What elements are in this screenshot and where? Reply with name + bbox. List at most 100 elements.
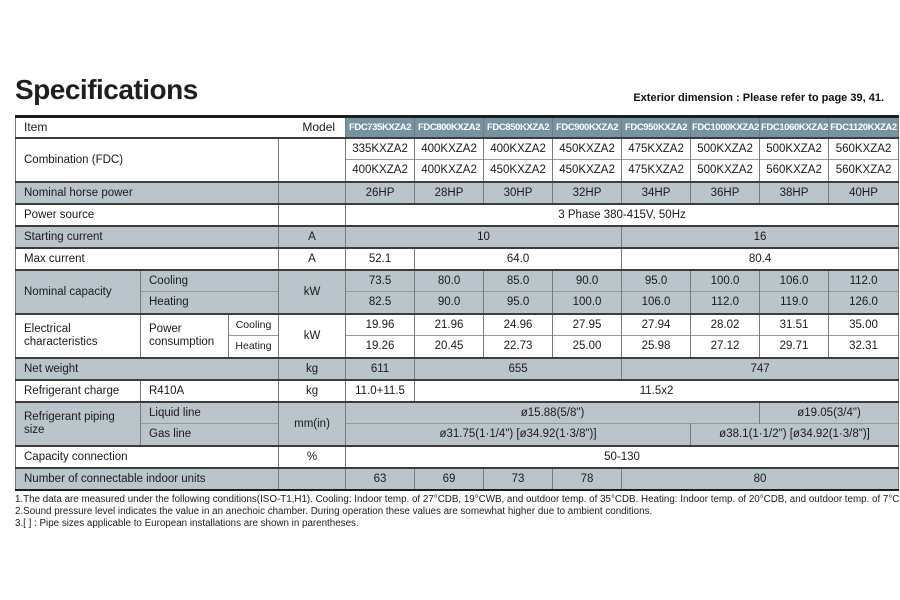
value-cell: 29.71 [759,335,830,358]
model-column-header: FDC850KXZA2 [483,116,554,138]
value-cell: 450KXZA2 [552,136,623,160]
value-cell: 119.0 [759,291,830,314]
unit-cell: kW [277,312,347,358]
value-cell: 450KXZA2 [483,159,554,182]
model-header-label: Model [302,120,336,135]
unit-cell: kg [277,378,347,402]
combination-row-1: Combination (FDC) 335KXZA2 400KXZA2 400K… [15,136,900,182]
row-label-starting-current: Starting current [15,224,279,248]
value-cell: 11.5x2 [414,378,900,402]
value-cell: 475KXZA2 [621,159,692,182]
item-header-label: Item [24,120,48,135]
horse-power-row: Nominal horse power 26HP 28HP 30HP 32HP … [15,180,900,204]
exterior-dimension-note: Exterior dimension : Please refer to pag… [633,92,884,104]
value-cell: 450KXZA2 [552,159,623,182]
max-current-row: Max current A 52.1 64.0 80.4 [15,246,900,270]
unit-cell [277,136,347,182]
piping-gas-row: Gas line ø31.75(1·1/4") [ø34.92(1·3/8")]… [16,423,900,446]
unit-cell [277,466,347,490]
value-cell: 24.96 [483,312,554,336]
sub-sub-label-heating: Heating [228,335,279,358]
value-cell: 20.45 [414,335,485,358]
value-cell: 27.95 [552,312,623,336]
value-cell: 400KXZA2 [483,136,554,160]
sub-label-power-consumption: Power consumption [140,312,229,358]
value-cell: 106.0 [621,291,692,314]
value-cell: 26HP [345,180,416,204]
power-consumption-heating-row: Heating 19.26 20.45 22.73 25.00 25.98 27… [16,335,900,358]
value-cell: 22.73 [483,335,554,358]
value-cell: 73 [483,466,554,490]
value-cell: 100.0 [690,268,761,292]
value-cell: ø38.1(1·1/2") [ø34.92(1·3/8")] [690,423,900,446]
value-cell: 655 [414,356,623,380]
value-cell: 80.0 [414,268,485,292]
title-row: Specifications Exterior dimension : Plea… [15,74,884,106]
starting-current-row: Starting current A 10 16 [15,224,900,248]
value-cell: 69 [414,466,485,490]
capacity-connection-row: Capacity connection % 50-130 [15,444,900,468]
value-cell: 19.26 [345,335,416,358]
value-cell: 100.0 [552,291,623,314]
row-label-combination: Combination (FDC) [15,136,279,182]
sub-label-r410a: R410A [140,378,279,402]
value-cell: 28.02 [690,312,761,336]
row-label-piping-size: Refrigerant piping size [15,400,141,446]
unit-cell: A [277,224,347,248]
value-cell: 611 [345,356,416,380]
value-cell: 40HP [828,180,900,204]
combination-row-2: 400KXZA2 400KXZA2 450KXZA2 450KXZA2 475K… [16,159,900,182]
value-cell: 25.00 [552,335,623,358]
model-column-header: FDC1060KXZA2 [759,116,830,138]
sub-sub-label-cooling: Cooling [228,312,279,336]
model-column-header: FDC950KXZA2 [621,116,692,138]
value-cell: 27.12 [690,335,761,358]
row-label-horse-power: Nominal horse power [15,180,279,204]
value-cell: 400KXZA2 [414,136,485,160]
value-cell: 90.0 [414,291,485,314]
value-cell: 560KXZA2 [828,136,900,160]
unit-cell: A [277,246,347,270]
connectable-units-row: Number of connectable indoor units 63 69… [15,466,900,490]
row-label-connectable-units: Number of connectable indoor units [15,466,279,490]
value-cell: 95.0 [483,291,554,314]
value-cell: 25.98 [621,335,692,358]
refrigerant-charge-row: Refrigerant charge R410A kg 11.0+11.5 11… [15,378,900,402]
value-cell: 16 [621,224,900,248]
value-cell: 80.4 [621,246,900,270]
value-cell: 27.94 [621,312,692,336]
power-source-row: Power source 3 Phase 380-415V, 50Hz [15,202,900,226]
value-cell: 80 [621,466,900,490]
model-column-header: FDC1000KXZA2 [690,116,761,138]
value-cell: 747 [621,356,900,380]
value-cell: 560KXZA2 [828,159,900,182]
value-cell: 82.5 [345,291,416,314]
unit-cell [277,202,347,226]
power-consumption-cooling-row: Electrical characteristics Power consump… [15,312,900,358]
value-cell: 126.0 [828,291,900,314]
footnote-1: 1.The data are measured under the follow… [15,494,900,505]
net-weight-row: Net weight kg 611 655 747 [15,356,900,380]
unit-cell: kW [277,268,347,314]
value-cell: 106.0 [759,268,830,292]
value-cell: ø19.05(3/4") [759,400,900,424]
row-label-capacity-connection: Capacity connection [15,444,279,468]
spec-table: Item Model FDC735KXZA2 FDC800KXZA2 FDC85… [14,115,900,491]
item-model-header: Item Model [14,116,347,138]
unit-cell: mm(in) [277,400,347,446]
value-cell: ø31.75(1·1/4") [ø34.92(1·3/8")] [345,423,692,446]
value-cell: 78 [552,466,623,490]
value-cell: 112.0 [828,268,900,292]
row-label-electrical: Electrical characteristics [15,312,141,358]
value-cell: 85.0 [483,268,554,292]
row-label-max-current: Max current [15,246,279,270]
value-cell: 31.51 [759,312,830,336]
value-cell: 400KXZA2 [345,159,416,182]
value-cell: 32HP [552,180,623,204]
value-cell: 10 [345,224,623,248]
sub-label-heating: Heating [140,291,279,314]
sub-label-liquid-line: Liquid line [140,400,279,424]
footnote-3: 3.[ ] : Pipe sizes applicable to Europea… [15,518,359,529]
value-cell: ø15.88(5/8") [345,400,761,424]
value-cell: 36HP [690,180,761,204]
